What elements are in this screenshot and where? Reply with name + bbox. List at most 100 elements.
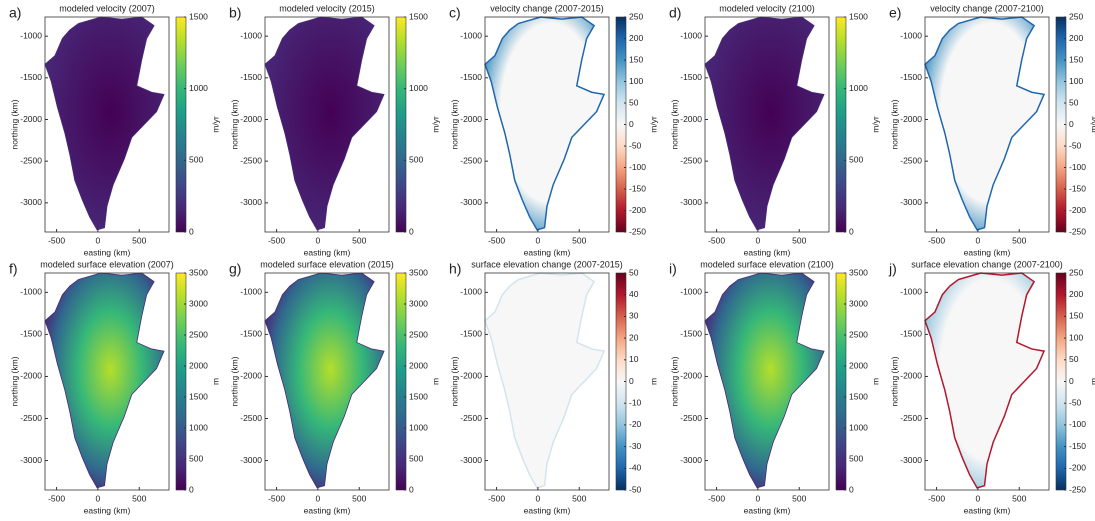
plot-frame: [924, 272, 1050, 491]
colorbar-tick-label: 20: [629, 332, 639, 342]
colorbar-tick-label: 200: [1069, 33, 1083, 43]
y-tick-label: -2500: [240, 413, 262, 423]
panel: a) modeled velocity (2007) -500 0 500 -1000 -1…: [9, 3, 220, 257]
colorbar-tick-label: 2500: [189, 329, 208, 339]
panel-label: a): [9, 5, 21, 21]
y-tick-label: -3000: [680, 197, 702, 207]
panel-label: g): [229, 261, 241, 277]
ice-sheet-map: [704, 272, 825, 489]
x-axis-label: easting (km): [304, 505, 351, 515]
x-tick-label: 0: [316, 493, 321, 503]
colorbar-tick-label: 0: [849, 484, 854, 494]
panel: d) modeled velocity (2100) -500 0 500 -1000 -1…: [669, 3, 880, 257]
panel-label: j): [888, 261, 897, 277]
y-tick-label: -1500: [900, 72, 922, 82]
colorbar-label: m/yr: [1088, 116, 1095, 133]
colorbar-tick-label: 2000: [849, 360, 868, 370]
y-tick-label: -3000: [20, 455, 42, 465]
panel: f) modeled surface elevation (2007) -500 0 5…: [9, 259, 220, 515]
colorbar-tick-label: 0: [1069, 119, 1074, 129]
y-axis-label: northing (km): [449, 356, 459, 406]
panel-title: modeled surface elevation (2007): [40, 259, 174, 269]
x-tick-label: -500: [708, 493, 725, 503]
x-axis-label: easting (km): [524, 247, 571, 257]
y-tick-label: -3000: [240, 455, 262, 465]
colorbar-tick-label: 250: [1069, 267, 1083, 277]
colorbar-tick-label: 2000: [409, 360, 428, 370]
y-tick-label: -1000: [240, 287, 262, 297]
plot-frame: [484, 16, 610, 233]
x-tick-label: 500: [792, 493, 806, 503]
x-tick-label: -500: [268, 493, 285, 503]
x-tick-label: 500: [1012, 493, 1026, 503]
panel: i) modeled surface elevation (2100) -500 0 5…: [669, 259, 880, 515]
y-axis-label: northing (km): [889, 99, 899, 149]
x-axis-label: easting (km): [964, 505, 1011, 515]
colorbar-tick-label: 150: [1069, 54, 1083, 64]
colorbar-tick-label: 0: [189, 226, 194, 236]
y-tick-label: -2500: [20, 413, 42, 423]
colorbar-tick-label: 1000: [409, 83, 428, 93]
colorbar-label: m: [1088, 378, 1095, 385]
colorbar-tick-label: 0: [1069, 376, 1074, 386]
colorbar-tick-label: 40: [629, 289, 639, 299]
x-tick-label: -500: [488, 493, 505, 503]
ice-sheet-map: [484, 16, 606, 231]
ice-sheet-map: [264, 16, 385, 231]
colorbar-tick-label: 3500: [189, 267, 208, 277]
panel-label: f): [9, 261, 18, 277]
ice-sheet-map: [924, 16, 1046, 231]
colorbar: [395, 272, 407, 491]
colorbar-tick-label: -50: [1069, 140, 1082, 150]
colorbar-tick-label: 2500: [849, 329, 868, 339]
colorbar-tick-label: -50: [629, 140, 642, 150]
colorbar-tick-label: -100: [1069, 162, 1086, 172]
y-tick-label: -2500: [900, 413, 922, 423]
y-tick-label: -2500: [680, 413, 702, 423]
x-tick-label: 0: [756, 235, 761, 245]
colorbar-tick-label: 0: [629, 119, 634, 129]
colorbar: [395, 16, 407, 233]
colorbar-tick-label: -100: [629, 162, 646, 172]
y-tick-label: -2000: [240, 371, 262, 381]
panel-label: b): [229, 5, 241, 21]
y-tick-label: -3000: [900, 197, 922, 207]
y-tick-label: -3000: [240, 197, 262, 207]
colorbar-tick-label: -200: [629, 205, 646, 215]
y-tick-label: -1500: [680, 329, 702, 339]
y-tick-label: -1000: [900, 30, 922, 40]
colorbar-tick-label: 3000: [849, 298, 868, 308]
plot-frame: [264, 16, 390, 233]
x-tick-label: -500: [708, 235, 725, 245]
colorbar-label: m: [870, 378, 880, 385]
colorbar-tick-label: 3000: [189, 298, 208, 308]
y-tick-label: -1500: [240, 329, 262, 339]
plot-frame: [924, 16, 1050, 233]
y-axis-label: northing (km): [669, 356, 679, 406]
panel-title: surface elevation change (2007-2100): [911, 259, 1063, 269]
y-tick-label: -2000: [20, 114, 42, 124]
panel-title: modeled surface elevation (2100): [700, 259, 834, 269]
colorbar-tick-label: 3500: [849, 267, 868, 277]
colorbar-label: m/yr: [210, 116, 220, 133]
panel: h) surface elevation change (2007-2015) -5…: [449, 259, 658, 515]
panel-title: velocity change (2007-2100): [930, 3, 1044, 13]
y-tick-label: -1500: [460, 72, 482, 82]
x-tick-label: 0: [536, 493, 541, 503]
colorbar-tick-label: 50: [1069, 354, 1079, 364]
y-axis-label: northing (km): [9, 99, 19, 149]
y-tick-label: -2500: [900, 155, 922, 165]
colorbar-tick-label: 500: [189, 155, 203, 165]
y-tick-label: -2500: [20, 155, 42, 165]
colorbar-tick-label: 0: [629, 376, 634, 386]
colorbar-tick-label: 250: [629, 11, 643, 21]
x-tick-label: 500: [132, 235, 146, 245]
colorbar-tick-label: 1500: [409, 391, 428, 401]
colorbar-tick-label: -150: [629, 183, 646, 193]
colorbar-tick-label: 1000: [849, 83, 868, 93]
colorbar-tick-label: 500: [409, 453, 423, 463]
panel-title: modeled velocity (2015): [279, 3, 375, 13]
x-axis-label: easting (km): [524, 505, 571, 515]
x-tick-label: 500: [792, 235, 806, 245]
colorbar: [175, 16, 187, 233]
